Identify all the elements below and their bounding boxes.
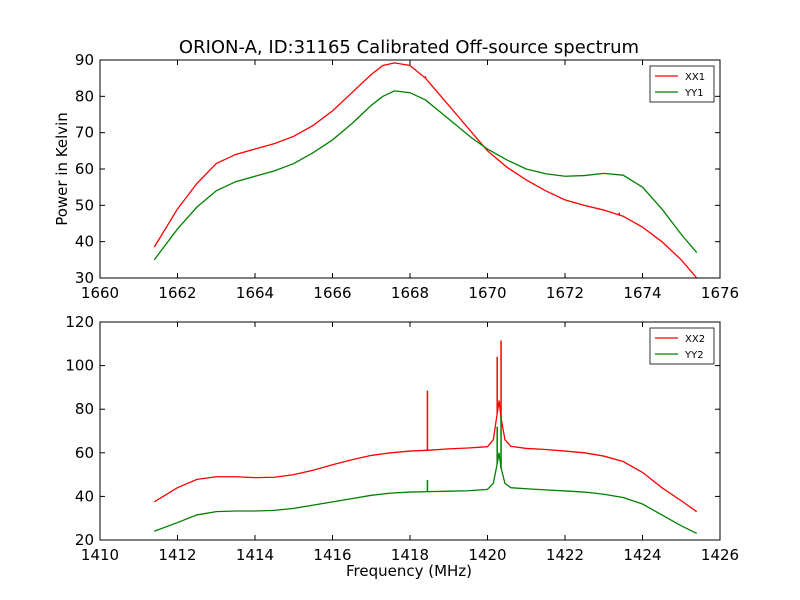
chart-title: ORION-A, ID:31165 Calibrated Off-source …: [179, 37, 639, 58]
bottom-x-tick-label: 1420: [468, 546, 506, 564]
top-y-tick-label: 40: [75, 233, 94, 251]
top-x-tick-label: 1668: [391, 284, 429, 302]
bottom-y-tick-label: 80: [75, 400, 94, 418]
top-y-tick-label: 80: [75, 87, 94, 105]
bottom-legend-box: [649, 327, 715, 365]
top-y-tick-label: 60: [75, 160, 94, 178]
bottom-x-tick-label: 1424: [623, 546, 661, 564]
top-series-xx1-line: [153, 62, 698, 279]
bottom-legend-label-yy2: YY2: [684, 350, 704, 361]
bottom-axes-frame: [99, 321, 721, 541]
top-panel: 1660 1662 1664 1666 1668 1670 1672 1674 1676 30 40…: [75, 51, 739, 302]
bottom-legend-label-xx2: XX2: [685, 334, 705, 345]
bottom-y-tick-label: 60: [75, 444, 94, 462]
bottom-x-axis-label: Frequency (MHz): [346, 562, 472, 580]
top-x-tick-label: 1670: [468, 284, 506, 302]
top-legend-label-yy1: YY1: [684, 88, 704, 99]
bottom-x-tick-label: 1418: [391, 546, 429, 564]
top-x-tick-label: 1660: [81, 284, 119, 302]
bottom-x-tick-label: 1412: [158, 546, 196, 564]
bottom-series-yy2-line: [154, 452, 698, 535]
bottom-y-tick-label: 100: [65, 357, 94, 375]
top-legend-label-xx1: XX1: [685, 72, 705, 83]
top-x-tick-label: 1662: [158, 284, 196, 302]
bottom-series-xx2-line: [153, 400, 698, 513]
bottom-x-tick-label: 1422: [546, 546, 584, 564]
top-y-tick-label: 90: [75, 51, 94, 69]
top-x-tick-label: 1664: [236, 284, 274, 302]
top-x-tick-label: 1672: [546, 284, 584, 302]
top-y-tick-label: 50: [75, 196, 94, 214]
top-y-axis-label: Power in Kelvin: [53, 112, 71, 226]
bottom-panel: 1410 1412 1414 1416 1418 1420 1422 1424 1426 20 40…: [65, 313, 739, 564]
top-legend-box: [649, 65, 715, 103]
top-x-tick-label: 1666: [313, 284, 351, 302]
bottom-x-tick-label: 1410: [81, 546, 119, 564]
top-y-tick-label: 70: [75, 124, 94, 142]
top-series-yy1-line: [153, 90, 698, 261]
top-x-tick-label: 1676: [701, 284, 739, 302]
top-x-tick-label: 1674: [623, 284, 661, 302]
top-y-tick-label: 30: [75, 269, 94, 287]
bottom-y-tick-label: 40: [75, 487, 94, 505]
bottom-x-tick-label: 1426: [701, 546, 739, 564]
bottom-x-tick-label: 1414: [236, 546, 274, 564]
bottom-x-tick-label: 1416: [313, 546, 351, 564]
bottom-y-tick-label: 20: [75, 531, 94, 549]
bottom-y-tick-label: 120: [65, 313, 94, 331]
